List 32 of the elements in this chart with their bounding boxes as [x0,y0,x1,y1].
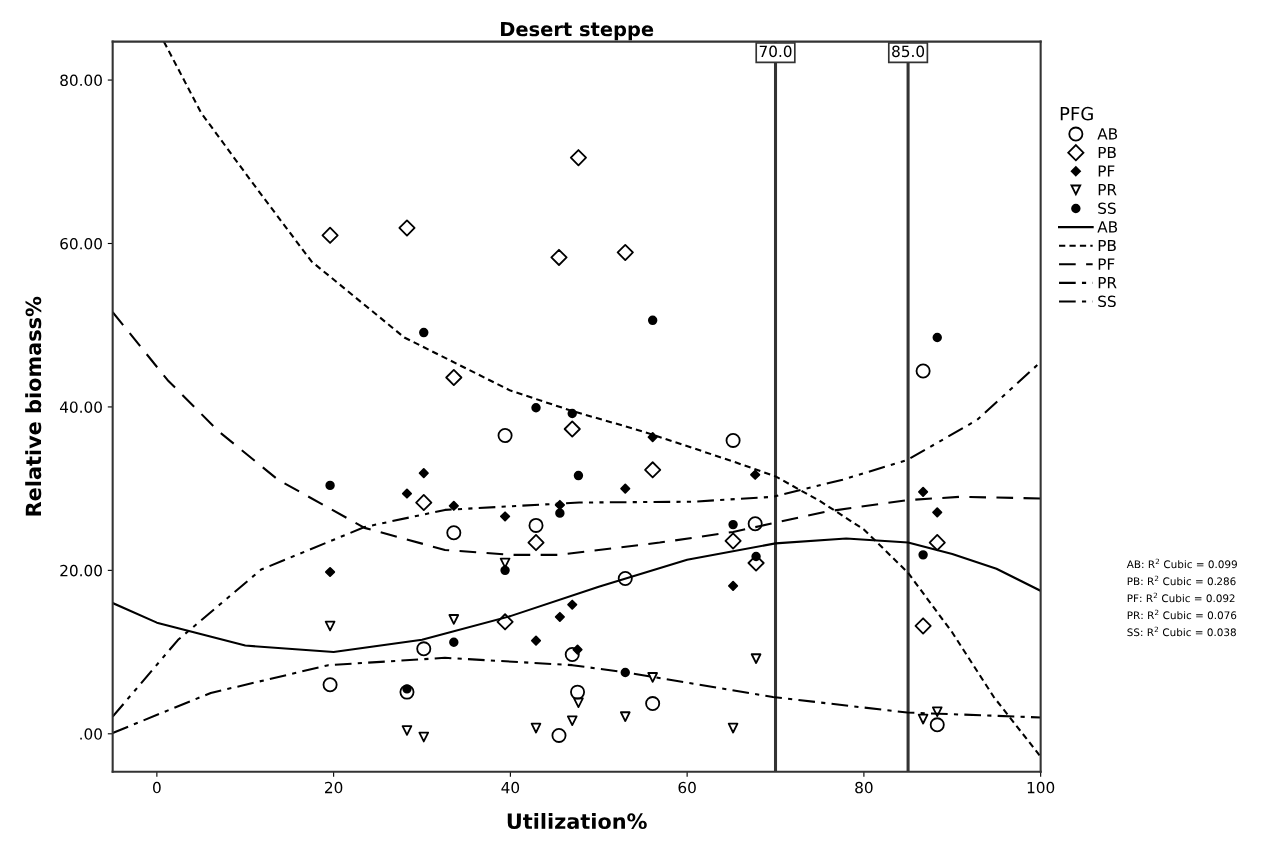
y-tick-label: 20.00 [60,564,102,577]
y-tick-label: .00 [80,728,102,740]
x-tick-label: 100 [1027,781,1055,794]
legend-label: PB [1098,239,1116,252]
y-axis-title: Relative biomass% [25,296,42,516]
ref-line-label: 70.0 [759,45,792,58]
x-tick-label: 20 [325,781,343,794]
ref-line-label: 85.0 [892,45,925,58]
text: AB: R$^{2}$ Cubic = 0.099 [1126,558,1237,569]
legend-label: PB [1098,146,1116,159]
legend-label: AB [1097,221,1118,233]
x-tick-label: 80 [855,781,873,794]
y-tick-label: 80.00 [60,74,102,87]
legend-title: PFG [1060,106,1093,121]
x-tick-label: 40 [501,781,520,794]
legend-label: PF [1098,258,1115,270]
legend-label: PF [1098,165,1115,177]
x-tick-label: 0 [153,781,161,794]
x-tick-label: 60 [678,781,696,794]
legend-label: SS [1098,295,1116,308]
legend-label: AB [1097,128,1118,140]
text: PB: R$^{2}$ Cubic = 0.286 [1127,575,1236,586]
y-tick-label: 40.00 [59,401,102,413]
text: SS: R$^{2}$ Cubic = 0.038 [1127,626,1236,637]
y-tick-label: 60.00 [60,237,102,250]
text: PR: R$^{2}$ Cubic = 0.076 [1127,609,1237,620]
text: PF: R$^{2}$ Cubic = 0.092 [1127,592,1235,603]
legend-label: PR [1098,184,1117,196]
legend-label: SS [1098,202,1116,215]
chart-title: Desert steppe [501,21,654,41]
legend-label: PR [1098,277,1117,289]
x-axis-title: Utilization% [507,812,647,830]
